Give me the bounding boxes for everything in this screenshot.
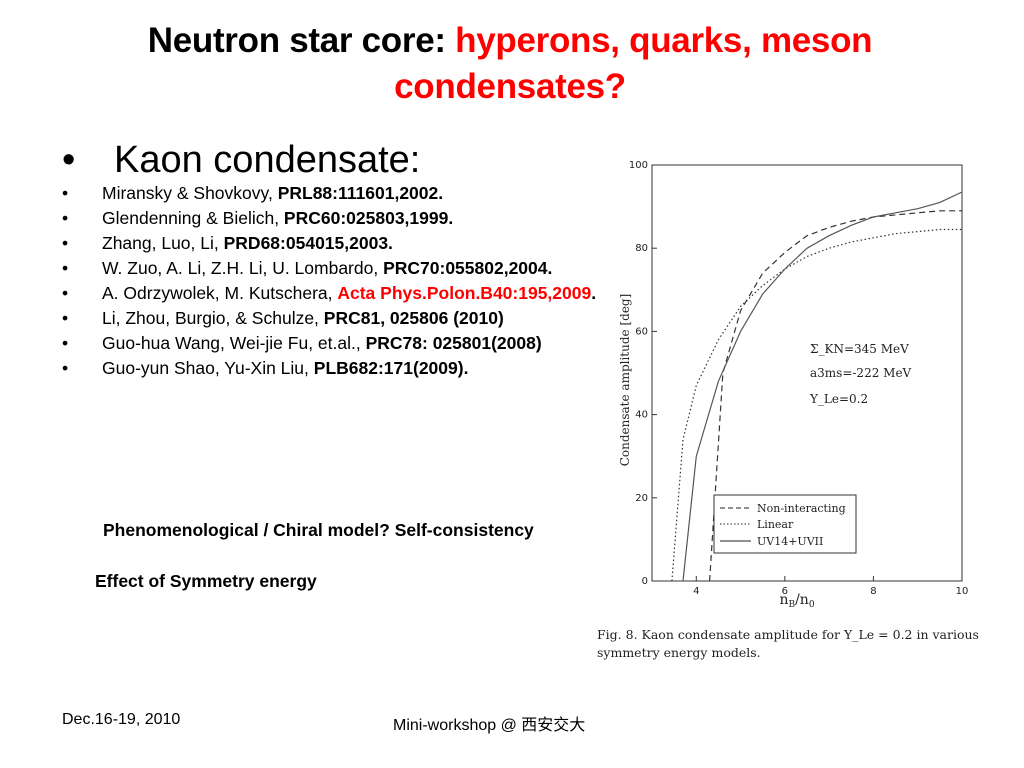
ref-authors: Zhang, Luo, Li, (102, 233, 224, 253)
reference-item: • Guo-yun Shao, Yu-Xin Liu, PLB682:171(2… (62, 358, 602, 378)
y-tick-label: 100 (629, 160, 648, 171)
x-label-slash: /n (795, 592, 809, 608)
y-tick-label: 20 (635, 493, 648, 504)
reference-list: • Miransky & Shovkovy, PRL88:111601,2002… (62, 183, 602, 383)
y-tick-label: 60 (635, 326, 648, 337)
footer-workshop: Mini-workshop @ 西安交大 (393, 717, 586, 734)
symmetry-note: Effect of Symmetry energy (95, 571, 317, 591)
x-label-n: n (779, 592, 788, 608)
ref-authors: W. Zuo, A. Li, Z.H. Li, U. Lombardo, (102, 258, 384, 278)
y-tick-label: 80 (635, 243, 648, 254)
bullet: • (62, 308, 69, 328)
ref-citation: Acta Phys.Polon.B40:195,2009 (337, 283, 592, 303)
legend: Non-interacting Linear UV14+UVII (713, 494, 857, 554)
y-tick-label: 0 (642, 576, 648, 587)
x-tick-label: 6 (782, 586, 788, 597)
x-tick-label: 10 (956, 586, 969, 597)
ref-citation: PRC78: 025801(2008) (365, 333, 542, 353)
caption-line2: symmetry energy models. (597, 645, 761, 660)
legend-linear: Linear (757, 518, 794, 531)
y-tick-label: 40 (635, 410, 648, 421)
plot-frame (651, 164, 963, 582)
x-tick-label: 4 (693, 586, 699, 597)
footer-date: Dec.16-19, 2010 (62, 711, 181, 728)
param-sigma: Σ_KN=345 MeV (810, 342, 909, 356)
model-note: Phenomenological / Chiral model? Self-co… (103, 520, 534, 540)
bullet: • (62, 183, 69, 203)
x-axis-label: nB/n0 (779, 592, 814, 610)
reference-item: • Li, Zhou, Burgio, & Schulze, PRC81, 02… (62, 308, 602, 328)
ref-authors: Guo-hua Wang, Wei-jie Fu, et.al., (102, 333, 366, 353)
ref-authors: Glendenning & Bielich, (102, 208, 284, 228)
x-tick-label: 8 (870, 586, 876, 597)
ref-citation: PLB682:171(2009). (313, 358, 469, 378)
ref-citation: PRC60:025803,1999. (283, 208, 454, 228)
ref-citation: PRC70:055802,2004. (383, 258, 553, 278)
ref-authors: Li, Zhou, Burgio, & Schulze, (102, 308, 324, 328)
bullet: • (62, 283, 69, 303)
caption-line1: Fig. 8. Kaon condensate amplitude for Y_… (597, 627, 979, 642)
bullet: • (62, 358, 69, 378)
plot-area: 0 20 40 60 80 100 4 6 8 10 (629, 160, 968, 597)
reference-item: • Miransky & Shovkovy, PRL88:111601,2002… (62, 183, 602, 203)
reference-item: • W. Zuo, A. Li, Z.H. Li, U. Lombardo, P… (62, 258, 602, 278)
reference-item: • Zhang, Luo, Li, PRD68:054015,2003. (62, 233, 602, 253)
reference-item: • A. Odrzywolek, M. Kutschera, Acta Phys… (62, 283, 602, 303)
bullet: • (62, 258, 69, 278)
title-red-line1: hyperons, quarks, meson (455, 21, 873, 60)
ref-citation: PRL88:111601,2002. (277, 183, 444, 203)
param-yle: Y_Le=0.2 (809, 392, 868, 406)
x-label-sub-0: 0 (809, 600, 815, 610)
heading-bullet: • (62, 139, 76, 181)
section-heading: • Kaon condensate: (62, 138, 420, 182)
y-axis-label: Condensate amplitude [deg] (618, 294, 632, 467)
param-a3ms: a3ms=-222 MeV (810, 366, 912, 380)
reference-item: • Guo-hua Wang, Wei-jie Fu, et.al., PRC7… (62, 333, 602, 353)
slide-title: Neutron star core: hyperons, quarks, mes… (40, 18, 980, 110)
condensate-chart: 0 20 40 60 80 100 4 6 8 10 Condensate amplitude [… (618, 160, 968, 610)
ref-authors: Miransky & Shovkovy, (102, 183, 278, 203)
bullet: • (62, 233, 69, 253)
series-line-uv14-uvii (682, 191, 963, 582)
legend-uv14: UV14+UVII (757, 535, 823, 548)
reference-item: • Glendenning & Bielich, PRC60:025803,19… (62, 208, 602, 228)
legend-noninteracting: Non-interacting (757, 502, 846, 515)
ref-authors: Guo-yun Shao, Yu-Xin Liu, (102, 358, 314, 378)
title-red-line2: condensates? (394, 67, 626, 106)
bullet: • (62, 333, 69, 353)
figure-caption: Fig. 8. Kaon condensate amplitude for Y_… (597, 626, 997, 662)
bullet: • (62, 208, 69, 228)
title-black: Neutron star core: (147, 21, 456, 60)
x-label-sub-b: B (788, 600, 795, 610)
ref-citation: PRD68:054015,2003. (223, 233, 393, 253)
ref-citation: PRC81, 025806 (2010) (323, 308, 504, 328)
ref-authors: A. Odrzywolek, M. Kutschera, (102, 283, 338, 303)
series-line-non-interacting (709, 210, 962, 582)
heading-text: Kaon condensate: (114, 139, 421, 181)
ref-tail: . (591, 283, 597, 303)
